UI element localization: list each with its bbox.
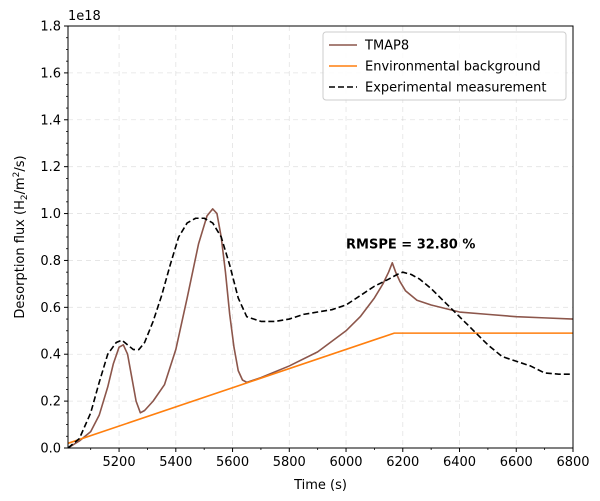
ticks: 5200 5400 5600 5800 6000 6200 6400 6600 6800 0.0 0… <box>40 20 589 471</box>
legend: TMAP8 Environmental background Experimenta… <box>322 31 567 101</box>
x-tick-label: 5800 <box>273 455 306 470</box>
series-layer <box>67 208 574 449</box>
y-offset-label: 1e18 <box>68 9 101 24</box>
series-line-1 <box>67 208 574 449</box>
y-label-sub: 2 <box>20 194 30 200</box>
y-tick-label: 1.6 <box>40 66 61 81</box>
legend-box <box>322 31 567 101</box>
y-tick-label: 0.8 <box>40 254 61 269</box>
legend-label-2: Environmental background <box>365 60 541 75</box>
y-label-sup: 2 <box>12 172 22 178</box>
y-tick-label: 0.6 <box>40 301 61 316</box>
y-label-suffix: /s) <box>13 155 28 171</box>
x-tick-label: 6800 <box>556 455 589 470</box>
x-tick-label: 6600 <box>500 455 533 470</box>
y-tick-label: 0.0 <box>40 442 61 457</box>
x-tick-label: 5200 <box>103 455 136 470</box>
y-axis-label: Desorption flux (H2/m2/s) <box>12 155 30 318</box>
x-tick-label: 6400 <box>443 455 476 470</box>
y-tick-label: 0.2 <box>40 395 61 410</box>
x-tick-label: 5400 <box>159 455 192 470</box>
x-tick-label: 5600 <box>216 455 249 470</box>
y-label-prefix: Desorption flux (H <box>13 200 28 318</box>
x-tick-label: 6200 <box>386 455 419 470</box>
y-tick-label: 1.0 <box>40 207 61 222</box>
series-line-2 <box>67 332 573 445</box>
y-tick-label: 1.8 <box>40 20 61 35</box>
x-tick-label: 6000 <box>329 455 362 470</box>
y-tick-label: 1.4 <box>40 113 61 128</box>
y-tick-label: 0.4 <box>40 348 61 363</box>
y-label-mid: /m <box>13 177 28 194</box>
series-line-3 <box>67 217 573 449</box>
legend-label-3: Experimental measurement <box>365 81 547 96</box>
x-axis-label: Time (s) <box>293 478 347 493</box>
rmspe-annotation: RMSPE = 32.80 % <box>346 238 475 253</box>
legend-label-1: TMAP8 <box>364 39 409 54</box>
y-tick-label: 1.2 <box>40 160 61 175</box>
